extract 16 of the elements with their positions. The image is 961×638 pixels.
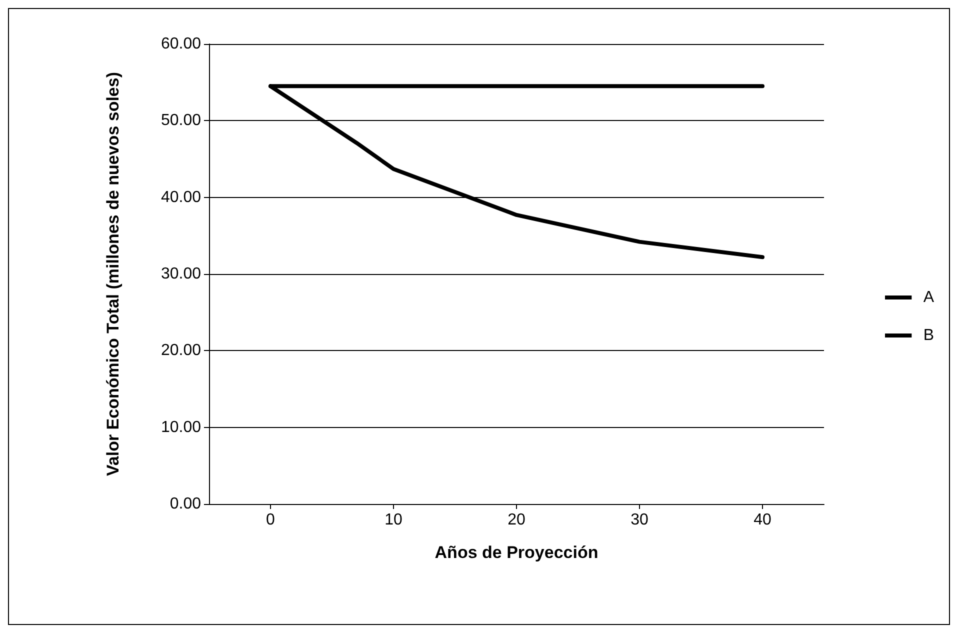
y-tick-label: 30.00 (160, 266, 202, 282)
x-axis-title: Años de Proyección (434, 543, 598, 562)
y-tick-label: 20.00 (160, 342, 202, 360)
legend-label: A (923, 289, 934, 306)
x-tick-label: 10 (384, 512, 402, 528)
y-tick-label: 10.00 (160, 418, 202, 436)
y-tick-label: 50.00 (160, 112, 202, 130)
y-tick-label: 0.00 (170, 496, 202, 512)
legend-label: B (923, 327, 934, 344)
x-tick-label: 20 (508, 512, 526, 528)
y-axis-title: Valor Económico Total (millones de nuevos soles) (104, 72, 122, 476)
x-tick-label: 0 (266, 512, 276, 528)
y-tick-label: 40.00 (160, 188, 202, 206)
x-tick-label: 40 (754, 512, 772, 528)
x-tick-label: 30 (630, 512, 648, 528)
y-tick-label: 60.00 (160, 36, 202, 52)
